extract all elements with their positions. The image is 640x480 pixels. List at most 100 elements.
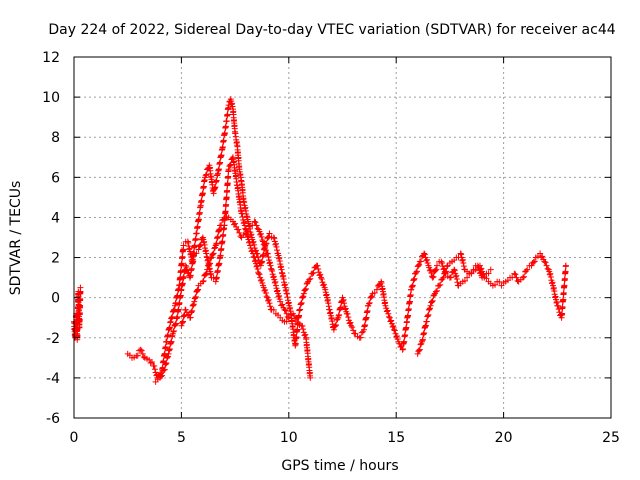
trace-marker — [283, 318, 290, 325]
trace-marker — [416, 346, 423, 353]
trace-marker — [188, 308, 195, 315]
data-point — [266, 230, 273, 237]
trace-marker — [198, 197, 205, 204]
trace-marker — [447, 274, 454, 281]
trace-marker — [237, 233, 244, 240]
y-tick-label: 4 — [51, 210, 60, 226]
data-point — [180, 242, 187, 249]
trace-marker — [266, 300, 273, 307]
trace-marker — [386, 313, 393, 320]
trace-marker — [314, 262, 321, 269]
trace-marker — [284, 313, 291, 320]
trace-marker — [211, 245, 218, 252]
trace-marker — [196, 209, 203, 216]
trace-marker — [366, 299, 373, 306]
data-point — [436, 282, 443, 289]
trace-marker — [430, 273, 437, 280]
data-point — [330, 326, 337, 333]
data-point — [199, 278, 206, 285]
trace-marker — [364, 307, 371, 314]
trace-marker — [254, 262, 261, 269]
trace-marker — [215, 166, 222, 173]
trace-marker — [262, 290, 269, 297]
data-point — [464, 274, 471, 281]
trace-marker — [217, 159, 224, 166]
trace-marker — [188, 265, 195, 272]
trace-marker — [77, 295, 84, 302]
trace-marker — [468, 269, 475, 276]
data-point — [524, 266, 531, 273]
trace-marker — [405, 312, 412, 319]
trace-marker — [475, 263, 482, 270]
trace-marker — [559, 310, 566, 317]
trace-marker — [341, 300, 348, 307]
trace-marker — [390, 322, 397, 329]
trace-marker — [221, 130, 228, 137]
trace-marker — [200, 277, 207, 284]
trace-marker — [259, 237, 266, 244]
trace-marker — [306, 276, 313, 283]
trace-marker — [402, 331, 409, 338]
trace-marker — [224, 187, 231, 194]
x-tick-label: 20 — [495, 430, 513, 446]
trace-marker — [178, 260, 185, 267]
trace-marker — [273, 247, 280, 254]
trace-marker — [459, 256, 466, 263]
trace-marker — [219, 238, 226, 245]
trace-marker — [442, 269, 449, 276]
trace-marker — [164, 353, 171, 360]
x-tick-label: 0 — [70, 430, 79, 446]
trace-marker — [265, 296, 272, 303]
trace-marker — [302, 286, 309, 293]
trace-marker — [159, 372, 166, 379]
y-tick-label: 0 — [51, 291, 60, 307]
trace-marker — [166, 324, 173, 331]
trace-marker — [423, 256, 430, 263]
trace-marker — [388, 317, 395, 324]
trace-marker — [451, 267, 458, 274]
trace-marker — [427, 305, 434, 312]
trace-marker — [310, 269, 317, 276]
trace-marker — [429, 297, 436, 304]
trace-marker — [190, 258, 197, 265]
trace-marker — [413, 269, 420, 276]
y-tick-label: 6 — [51, 170, 60, 186]
data-point — [268, 266, 275, 273]
trace-marker — [236, 229, 243, 236]
trace-marker — [496, 278, 503, 285]
trace-marker — [279, 301, 286, 308]
trace-marker — [195, 286, 202, 293]
plot-frame — [73, 56, 612, 419]
trace-marker — [384, 307, 391, 314]
trace-marker — [187, 314, 194, 321]
trace-marker — [337, 304, 344, 311]
trace-marker — [258, 233, 265, 240]
trace-marker — [362, 321, 369, 328]
trace-marker — [271, 235, 278, 242]
trace-marker — [477, 269, 484, 276]
trace-marker — [165, 331, 172, 338]
trace-marker — [424, 312, 431, 319]
trace-marker — [453, 276, 460, 283]
trace-marker — [409, 283, 416, 290]
trace-marker — [434, 287, 441, 294]
trace-marker — [170, 327, 177, 334]
data-point — [182, 262, 189, 269]
trace-marker — [251, 241, 258, 248]
y-tick-label: 8 — [51, 130, 60, 146]
trace-marker — [199, 190, 206, 197]
trace-marker — [267, 303, 274, 310]
y-tick-label: -4 — [46, 371, 60, 387]
trace-marker — [207, 255, 214, 262]
trace-marker — [179, 319, 186, 326]
trace-marker — [555, 306, 562, 313]
trace-marker — [298, 299, 305, 306]
trace-marker — [542, 259, 549, 266]
trace-marker — [531, 258, 538, 265]
trace-marker — [210, 250, 217, 257]
trace-marker — [134, 352, 141, 359]
trace-marker — [555, 302, 562, 309]
chart-title: Day 224 of 2022, Sidereal Day-to-day VTE… — [48, 22, 615, 38]
trace-marker — [485, 270, 492, 277]
trace-marker — [299, 322, 306, 329]
